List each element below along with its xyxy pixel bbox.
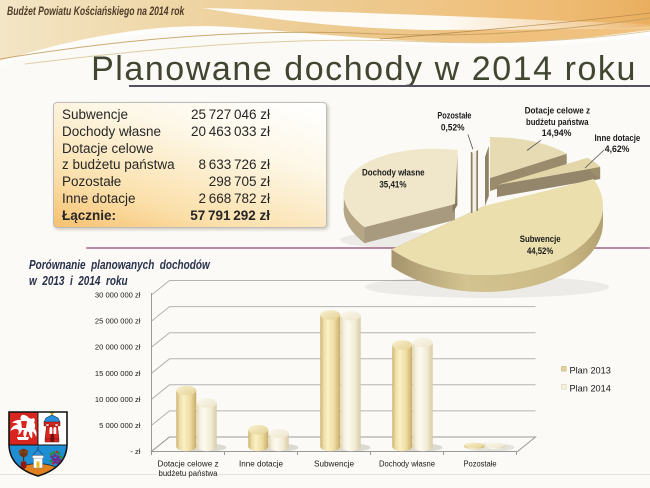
svg-text:Subwencje: Subwencje — [314, 460, 355, 469]
svg-text:20 000 000 zł: 20 000 000 zł — [95, 343, 141, 352]
svg-text:14,94%: 14,94% — [542, 128, 572, 138]
svg-text:10 000 000 zł: 10 000 000 zł — [95, 395, 141, 404]
svg-text:Plan 2013: Plan 2013 — [570, 366, 611, 376]
svg-text:35,41%: 35,41% — [379, 179, 406, 189]
svg-text:Subwencje: Subwencje — [520, 234, 561, 244]
svg-text:budżetu państwa: budżetu państwa — [159, 469, 219, 478]
svg-text:- zł: - zł — [130, 447, 140, 456]
svg-text:Dochody własne: Dochody własne — [379, 460, 436, 469]
svg-text:Inne dotacje: Inne dotacje — [595, 133, 641, 143]
svg-text:Plan 2014: Plan 2014 — [570, 384, 611, 394]
svg-text:0,52%: 0,52% — [441, 123, 465, 133]
svg-text:44,52%: 44,52% — [527, 246, 553, 256]
svg-text:budżetu państwa: budżetu państwa — [526, 117, 589, 127]
svg-text:Pozostałe: Pozostałe — [464, 460, 498, 469]
svg-text:30 000 000 zł: 30 000 000 zł — [95, 291, 141, 300]
svg-text:5 000 000 zł: 5 000 000 zł — [99, 421, 141, 430]
svg-text:Dotacje celowe z: Dotacje celowe z — [158, 460, 219, 469]
svg-text:Pozostałe: Pozostałe — [437, 111, 471, 121]
svg-text:Dochody własne: Dochody własne — [362, 168, 425, 178]
svg-text:15 000 000 zł: 15 000 000 zł — [95, 369, 141, 378]
svg-text:25 000 000 zł: 25 000 000 zł — [95, 317, 141, 326]
svg-text:4,62%: 4,62% — [605, 144, 630, 154]
svg-text:Dotacje celowe z: Dotacje celowe z — [525, 106, 591, 116]
svg-text:Inne dotacje: Inne dotacje — [239, 460, 284, 469]
